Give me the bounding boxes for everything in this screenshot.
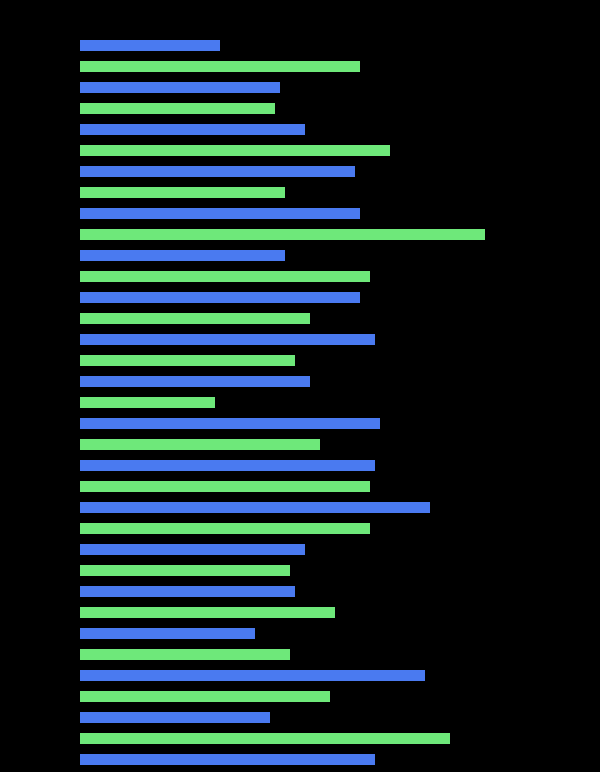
bar [80,607,335,618]
bar [80,229,485,240]
bar [80,61,360,72]
bar [80,691,330,702]
bar [80,313,310,324]
bar [80,481,370,492]
bar [80,502,430,513]
bar [80,145,390,156]
bar [80,334,375,345]
bar [80,208,360,219]
bar [80,166,355,177]
bar [80,565,290,576]
bar [80,523,370,534]
bar [80,754,375,765]
bar [80,586,295,597]
bar [80,544,305,555]
bar [80,103,275,114]
horizontal-bar-chart [0,0,600,772]
bar [80,271,370,282]
bar [80,670,425,681]
bar [80,124,305,135]
bar [80,250,285,261]
bar [80,376,310,387]
bar [80,397,215,408]
bar [80,712,270,723]
bar [80,292,360,303]
bar [80,40,220,51]
bar [80,439,320,450]
bar [80,460,375,471]
bar [80,649,290,660]
bar [80,82,280,93]
bar [80,355,295,366]
bar [80,418,380,429]
bar [80,628,255,639]
bar [80,187,285,198]
bar [80,733,450,744]
